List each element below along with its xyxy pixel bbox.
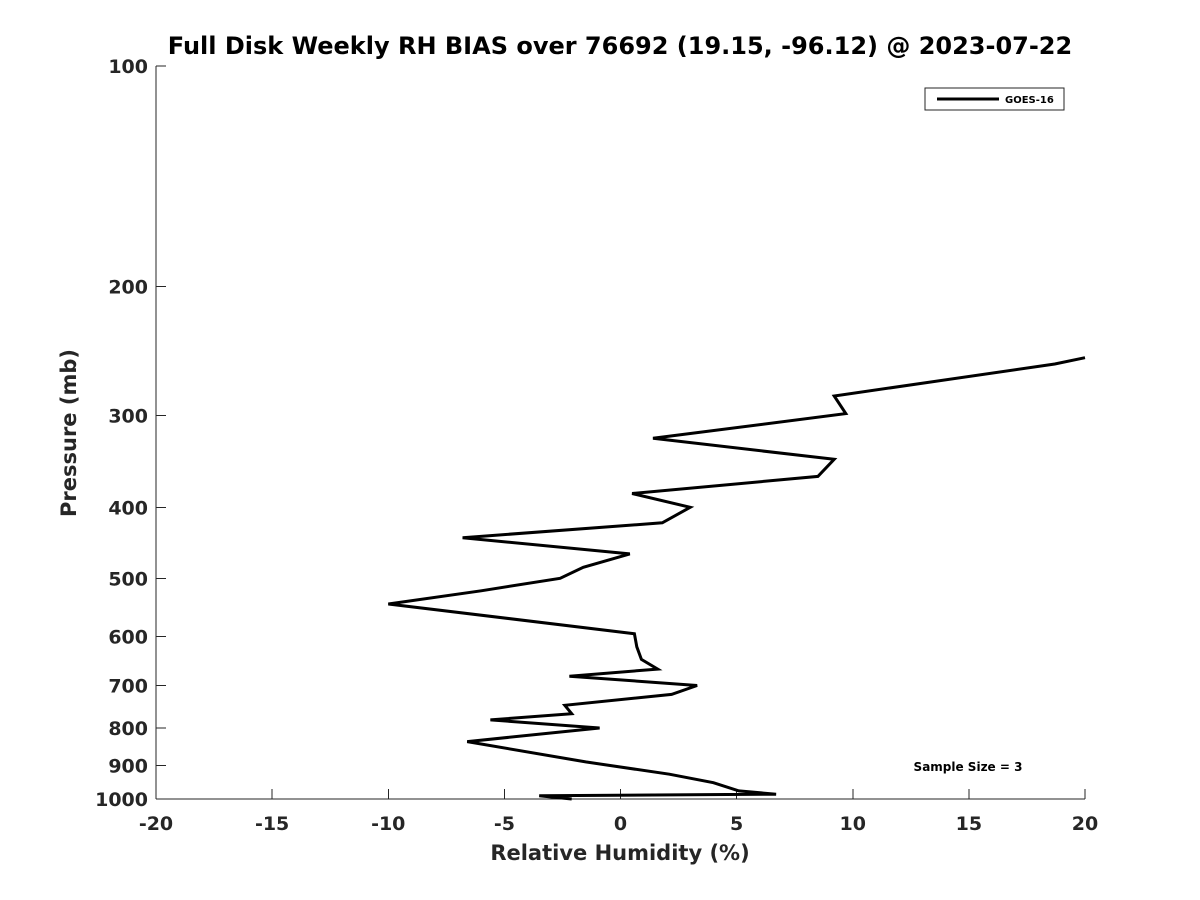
y-axis-title: Pressure (mb)	[57, 349, 81, 517]
x-axis-title: Relative Humidity (%)	[490, 841, 749, 865]
x-tick-label: 0	[614, 813, 627, 835]
x-tick-label: -20	[139, 813, 173, 835]
x-tick-label: 10	[840, 813, 866, 835]
x-tick-label: 20	[1072, 813, 1098, 835]
series-line-goes-16	[388, 356, 1086, 801]
y-tick-label: 400	[108, 497, 148, 519]
y-tick-label: 800	[108, 718, 148, 740]
x-axis-ticks: -20 -15 -10 -5 0 5 10 15 20	[139, 789, 1098, 835]
chart-title: Full Disk Weekly RH BIAS over 76692 (19.…	[168, 32, 1072, 60]
y-tick-label: 1000	[95, 789, 148, 811]
sample-size-annotation: Sample Size = 3	[914, 760, 1023, 774]
x-tick-label: 15	[956, 813, 982, 835]
y-tick-label: 900	[108, 755, 148, 777]
x-tick-label: -5	[494, 813, 515, 835]
x-tick-label: -10	[371, 813, 405, 835]
y-tick-label: 200	[108, 277, 148, 299]
y-tick-label: 500	[108, 568, 148, 590]
y-axis-ticks: 100 200 300 400 500 600 700 800 900 1000	[95, 56, 166, 811]
legend: GOES-16	[924, 87, 1065, 111]
x-tick-label: -15	[255, 813, 289, 835]
plot-frame-bg	[156, 66, 1085, 799]
legend-label-goes-16: GOES-16	[1005, 95, 1054, 106]
y-tick-label: 100	[108, 56, 148, 78]
x-tick-label: 5	[730, 813, 743, 835]
y-tick-label: 600	[108, 626, 148, 648]
y-tick-label: 300	[108, 406, 148, 428]
y-tick-label: 700	[108, 675, 148, 697]
series-layer	[388, 356, 1086, 801]
